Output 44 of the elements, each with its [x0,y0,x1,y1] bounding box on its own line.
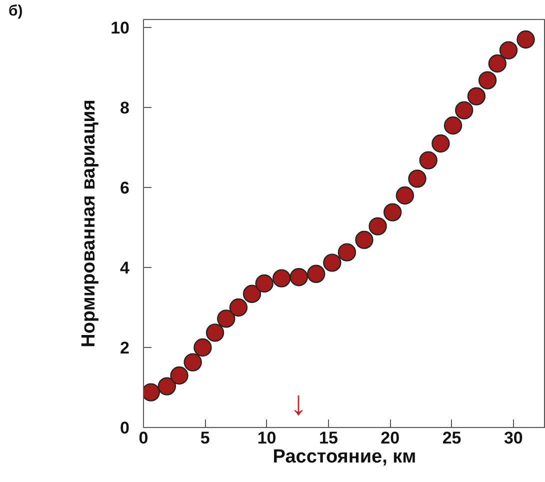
annotation: ↓ [290,384,307,422]
y-tick-label: 8 [120,98,130,118]
point [478,71,497,90]
y-axis-title: Нормированная вариация [78,100,100,348]
point [355,230,374,249]
point [467,87,486,106]
point [272,269,291,288]
x-tick-label: 5 [200,428,210,448]
point [194,338,212,357]
point [488,54,507,73]
x-axis-title: Расстояние, км [272,446,416,468]
point [499,41,518,60]
y-tick-label: 6 [120,178,130,198]
point [158,377,176,396]
point [396,186,414,205]
x-tick-label: 20 [380,428,400,448]
x-tick-label: 30 [504,428,523,448]
x-tick-label: 0 [138,428,148,448]
x-tick-label: 15 [319,428,338,448]
point [242,284,262,303]
point [368,217,387,236]
point [307,264,326,283]
y-tick-label: 4 [120,258,130,278]
x-tick-label: 25 [442,428,462,448]
point [229,298,248,317]
point [255,274,274,293]
point [170,366,188,385]
point [323,254,342,272]
point [432,134,450,153]
y-tick-label: 2 [120,338,130,358]
point [408,170,426,188]
text: б) [8,2,23,20]
point [383,203,402,222]
point [419,151,438,170]
point [444,116,462,135]
x-tick-label: 10 [257,428,276,448]
point [338,243,356,262]
y-tick-label: 10 [110,18,130,38]
point [184,353,202,372]
point [516,30,535,49]
point [206,324,224,342]
point [290,268,308,286]
point [455,101,474,120]
point [217,310,236,328]
